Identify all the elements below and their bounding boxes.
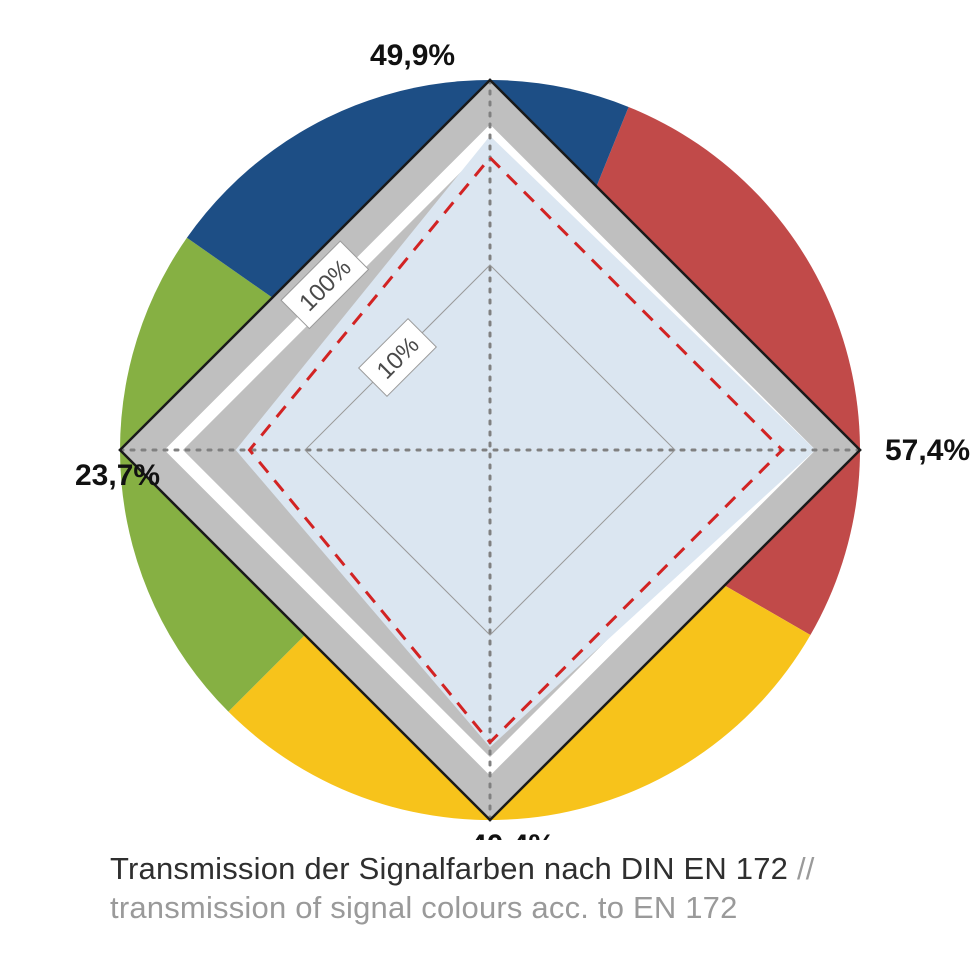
value-label-left: 23,7% (75, 459, 160, 492)
value-label-bottom: 40,4% (470, 829, 555, 840)
value-label-top: 49,9% (370, 39, 455, 72)
chart-caption: Transmission der Signalfarben nach DIN E… (110, 850, 815, 928)
caption-separator: // (788, 851, 814, 886)
caption-secondary: transmission of signal colours acc. to E… (110, 890, 738, 925)
value-label-right: 57,4% (885, 434, 970, 467)
page-root: 100%10%49,9%57,4%40,4%23,7% Transmission… (0, 0, 980, 980)
caption-primary: Transmission der Signalfarben nach DIN E… (110, 851, 788, 886)
radar-chart: 100%10%49,9%57,4%40,4%23,7% (0, 0, 980, 840)
